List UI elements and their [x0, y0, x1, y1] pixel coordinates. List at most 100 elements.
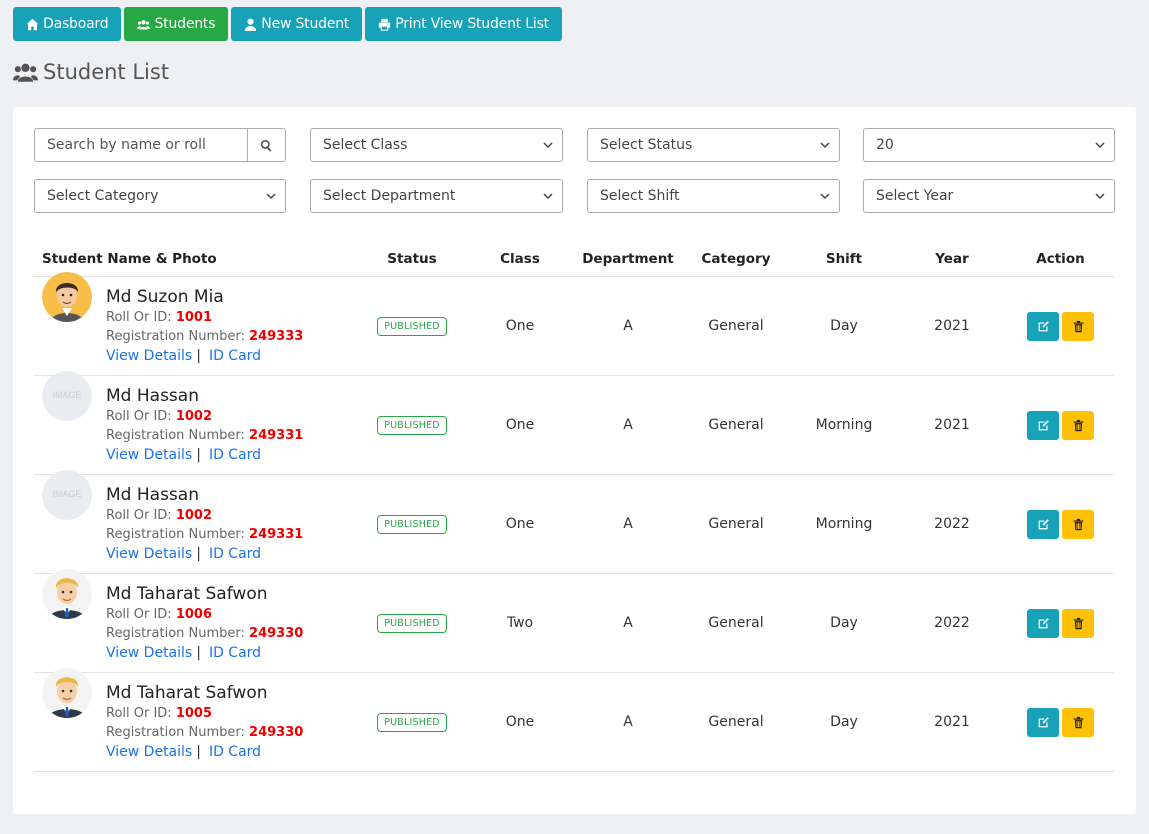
status-badge: PUBLISHED	[377, 712, 447, 732]
chevron-down-icon	[820, 193, 830, 200]
id-card-link[interactable]: ID Card	[208, 347, 262, 364]
registration-line: Registration Number: 249330	[106, 723, 303, 743]
search-button[interactable]	[247, 128, 286, 162]
registration-value: 249330	[249, 725, 304, 741]
class-cell: Two	[466, 573, 574, 673]
action-cell	[1006, 573, 1115, 673]
view-details-link[interactable]: View Details	[106, 644, 193, 661]
trash-icon	[1073, 617, 1083, 629]
department-cell: A	[574, 375, 682, 475]
new-student-button-label: New Student	[261, 16, 350, 32]
image-placeholder-icon: IMAGE	[42, 469, 92, 520]
column-header-shift: Shift	[790, 242, 898, 277]
trash-icon	[1073, 320, 1083, 332]
column-header-action: Action	[1006, 242, 1115, 277]
per-page-select-value: 20	[876, 137, 894, 153]
student-cell: Md Taharat Safwon Roll Or ID: 1005 Regis…	[34, 667, 358, 772]
edit-button[interactable]	[1027, 410, 1059, 440]
status-select[interactable]: Select Status	[587, 128, 840, 162]
shift-select-value: Select Shift	[600, 188, 680, 204]
student-name: Md Hassan	[106, 484, 199, 505]
roll-label: Roll Or ID:	[106, 408, 172, 424]
student-cell: IMAGE Md Hassan Roll Or ID: 1002 Registr…	[34, 469, 358, 574]
student-name: Md Hassan	[106, 385, 199, 406]
class-select[interactable]: Select Class	[310, 128, 563, 162]
edit-icon	[1038, 419, 1049, 430]
print-view-button[interactable]: Print View Student List	[365, 7, 562, 41]
delete-button[interactable]	[1062, 311, 1094, 341]
view-details-link[interactable]: View Details	[106, 347, 193, 364]
delete-button[interactable]	[1062, 608, 1094, 638]
year-select-value: Select Year	[876, 188, 954, 204]
students-button[interactable]: Students	[124, 7, 229, 41]
shift-cell: Day	[790, 573, 898, 673]
id-card-link[interactable]: ID Card	[208, 446, 262, 463]
student-links: View Details | ID Card	[106, 644, 303, 664]
registration-line: Registration Number: 249331	[106, 426, 303, 446]
page-title-text: Student List	[43, 60, 170, 84]
view-details-link[interactable]: View Details	[106, 446, 193, 463]
delete-button[interactable]	[1062, 707, 1094, 737]
edit-button[interactable]	[1027, 707, 1059, 737]
user-icon	[245, 18, 257, 31]
id-card-link[interactable]: ID Card	[208, 644, 262, 661]
student-avatar: IMAGE	[42, 370, 92, 421]
student-name: Md Taharat Safwon	[106, 583, 268, 604]
roll-value: 1002	[175, 507, 213, 523]
department-cell: A	[574, 474, 682, 574]
category-select[interactable]: Select Category	[34, 179, 286, 213]
edit-icon	[1038, 617, 1049, 628]
edit-icon	[1038, 518, 1049, 529]
dashboard-button[interactable]: Dasboard	[13, 7, 122, 41]
student-links: View Details | ID Card	[106, 743, 303, 763]
page-title: Student List	[13, 60, 169, 84]
delete-button[interactable]	[1062, 410, 1094, 440]
student-table: Student Name & Photo Status Class Depart…	[34, 242, 1115, 772]
link-separator: |	[196, 446, 201, 463]
year-cell: 2022	[898, 573, 1006, 673]
column-header-status: Status	[358, 242, 466, 277]
shift-select[interactable]: Select Shift	[587, 179, 840, 213]
column-header-department: Department	[574, 242, 682, 277]
registration-value: 249333	[249, 329, 304, 345]
new-student-button[interactable]: New Student	[231, 7, 363, 41]
department-cell: A	[574, 573, 682, 673]
svg-text:IMAGE: IMAGE	[52, 489, 81, 499]
registration-label: Registration Number:	[106, 428, 245, 444]
status-badge: PUBLISHED	[377, 415, 447, 435]
view-details-link[interactable]: View Details	[106, 743, 193, 760]
status-cell: PUBLISHED	[358, 672, 466, 772]
roll-label: Roll Or ID:	[106, 606, 172, 622]
per-page-select[interactable]: 20	[863, 128, 1115, 162]
status-badge: PUBLISHED	[377, 316, 447, 336]
class-cell: One	[466, 474, 574, 574]
edit-button[interactable]	[1027, 608, 1059, 638]
search-input[interactable]	[34, 128, 248, 162]
table-row: Md Suzon Mia Roll Or ID: 1001 Registrati…	[34, 271, 1115, 376]
student-cell: Md Taharat Safwon Roll Or ID: 1006 Regis…	[34, 568, 358, 673]
status-cell: PUBLISHED	[358, 573, 466, 673]
department-select[interactable]: Select Department	[310, 179, 563, 213]
chevron-down-icon	[1095, 142, 1105, 149]
action-cell	[1006, 672, 1115, 772]
year-select[interactable]: Select Year	[863, 179, 1115, 213]
registration-value: 249331	[249, 527, 304, 543]
roll-line: Roll Or ID: 1005	[106, 704, 303, 724]
edit-button[interactable]	[1027, 509, 1059, 539]
view-details-link[interactable]: View Details	[106, 545, 193, 562]
id-card-link[interactable]: ID Card	[208, 545, 262, 562]
delete-button[interactable]	[1062, 509, 1094, 539]
table-row: Md Taharat Safwon Roll Or ID: 1006 Regis…	[34, 568, 1115, 673]
status-select-value: Select Status	[600, 137, 693, 153]
table-header-row: Student Name & Photo Status Class Depart…	[34, 242, 1115, 277]
id-card-link[interactable]: ID Card	[208, 743, 262, 760]
edit-button[interactable]	[1027, 311, 1059, 341]
class-cell: One	[466, 276, 574, 376]
status-badge: PUBLISHED	[377, 514, 447, 534]
link-separator: |	[196, 644, 201, 661]
svg-text:IMAGE: IMAGE	[52, 390, 81, 400]
link-separator: |	[196, 347, 201, 364]
roll-label: Roll Or ID:	[106, 309, 172, 325]
print-icon	[379, 18, 391, 31]
action-cell	[1006, 474, 1115, 574]
